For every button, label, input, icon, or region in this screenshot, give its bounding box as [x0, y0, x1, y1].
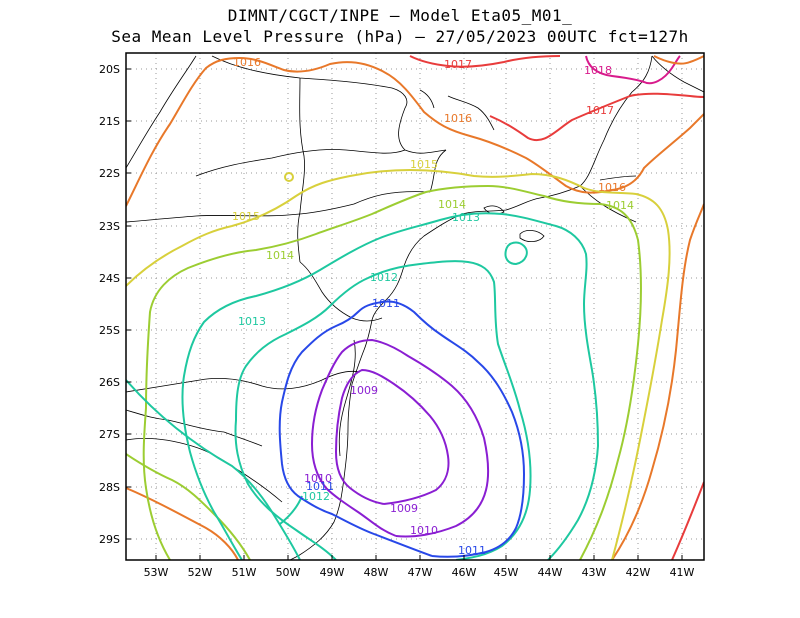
- isobar-1016: [653, 55, 704, 65]
- isobar-label: 1016: [233, 56, 261, 69]
- isobar-1012: [234, 260, 532, 560]
- isobar-label: 1012: [302, 490, 330, 503]
- isobar-label: 1014: [606, 199, 634, 212]
- lon-label: 52W: [188, 566, 213, 579]
- isobar-label: 1018: [584, 64, 612, 77]
- lat-label: 25S: [99, 324, 120, 337]
- lon-axis-labels: 53W 52W 51W 50W 49W 48W 47W 46W 45W 44W …: [144, 566, 695, 579]
- lat-label: 28S: [99, 481, 120, 494]
- lon-label: 45W: [494, 566, 519, 579]
- lon-label: 44W: [538, 566, 563, 579]
- isobar-1011: [278, 300, 526, 558]
- isobar-label: 1010: [304, 472, 332, 485]
- lat-label: 26S: [99, 376, 120, 389]
- isobar-1017: [671, 481, 704, 560]
- lat-label: 21S: [99, 115, 120, 128]
- isobar-1016: [126, 487, 239, 560]
- map-frame: [125, 52, 705, 561]
- state-border: [195, 149, 406, 177]
- lon-label: 41W: [670, 566, 695, 579]
- state-border: [211, 55, 408, 109]
- isobar-label: 1015: [410, 158, 438, 171]
- lon-label: 46W: [452, 566, 477, 579]
- state-border: [299, 261, 383, 322]
- isobar-label: 1012: [370, 271, 398, 284]
- bay: [419, 89, 435, 109]
- lat-label: 29S: [99, 533, 120, 546]
- lat-label: 27S: [99, 428, 120, 441]
- isobar-label: 1016: [444, 112, 472, 125]
- isobar-label: 1015: [232, 210, 260, 223]
- isobar-1015: [126, 168, 671, 560]
- isobar-label: 1013: [452, 211, 480, 224]
- lat-label: 24S: [99, 272, 120, 285]
- coastline: [651, 55, 704, 93]
- state-border: [126, 409, 225, 433]
- state-border: [599, 175, 637, 181]
- lat-label: 23S: [99, 220, 120, 233]
- isobar-1010: [310, 338, 490, 538]
- lon-label: 48W: [364, 566, 389, 579]
- lat-axis-labels: 20S 21S 22S 23S 24S 25S 26S 27S 28S 29S: [99, 63, 120, 546]
- isobar-1016: [126, 56, 704, 207]
- isobar-label: 1014: [438, 198, 466, 211]
- chart-title-line2: Sea Mean Level Pressure (hPa) – 27/05/20…: [111, 27, 689, 46]
- lon-label: 50W: [276, 566, 301, 579]
- isobar-label: 1017: [444, 58, 472, 71]
- isobar-labels: 1016 1017 1018 1016 1017 1015 1016 1014 …: [232, 56, 634, 557]
- state-border: [126, 370, 361, 393]
- lon-label: 49W: [320, 566, 345, 579]
- isobar-label: 1014: [266, 249, 294, 262]
- lon-label: 47W: [408, 566, 433, 579]
- state-border: [126, 213, 301, 223]
- coastline-borders: [126, 55, 704, 560]
- isobar-1013-closed: [504, 241, 528, 266]
- isobar-label: 1009: [350, 384, 378, 397]
- state-border: [126, 55, 197, 169]
- island: [519, 230, 545, 242]
- isobar-label: 1009: [390, 502, 418, 515]
- island: [483, 205, 505, 215]
- state-border: [398, 107, 447, 154]
- lon-label: 42W: [626, 566, 651, 579]
- lat-label: 20S: [99, 63, 120, 76]
- isobar-1017: [409, 55, 561, 68]
- lagoon: [338, 339, 356, 457]
- lon-label: 51W: [232, 566, 257, 579]
- isobar-1013: [126, 379, 301, 560]
- isobars: [126, 55, 704, 560]
- isobar-1016: [611, 203, 704, 560]
- isobar-label: 1011: [306, 480, 334, 493]
- isobar-label: 1010: [410, 524, 438, 537]
- state-border: [223, 431, 263, 447]
- isobar-label: 1013: [238, 315, 266, 328]
- isobar-1013: [181, 212, 600, 560]
- isobar-label: 1016: [598, 181, 626, 194]
- lat-label: 22S: [99, 167, 120, 180]
- state-border: [299, 191, 431, 215]
- isobar-1014: [126, 453, 251, 560]
- isobar-1009: [334, 368, 450, 505]
- chart-title-line1: DIMNT/CGCT/INPE – Model Eta05_M01_: [227, 6, 573, 25]
- isobar-1015-closed: [284, 172, 294, 182]
- axis-ticks: [126, 68, 683, 560]
- state-border: [429, 149, 447, 193]
- lon-label: 43W: [582, 566, 607, 579]
- bay: [447, 95, 495, 131]
- graticule-grid: [126, 53, 704, 560]
- isobar-1017: [489, 92, 704, 141]
- coastline: [289, 55, 653, 560]
- isobar-label: 1017: [586, 104, 614, 117]
- lon-label: 53W: [144, 566, 169, 579]
- isobar-1014: [142, 184, 642, 560]
- isobar-label: 1011: [372, 297, 400, 310]
- isobar-label: 1011: [458, 544, 486, 557]
- state-border: [297, 77, 305, 263]
